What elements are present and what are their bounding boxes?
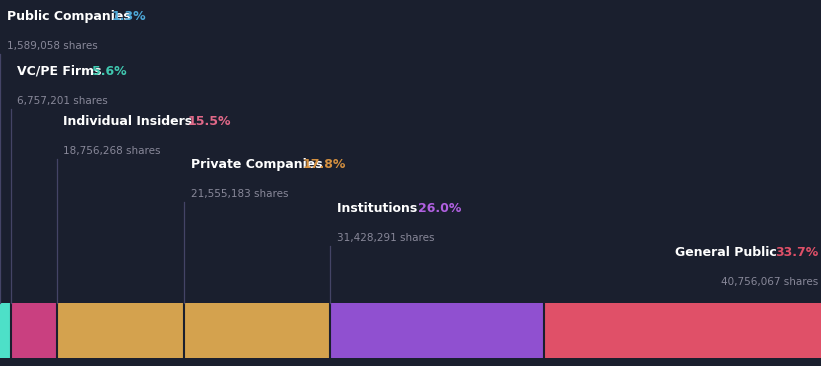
Bar	[544, 303, 821, 358]
Text: VC/PE Firms: VC/PE Firms	[17, 65, 106, 78]
Text: 1.3%: 1.3%	[112, 10, 147, 23]
Text: 6,757,201 shares: 6,757,201 shares	[17, 96, 108, 106]
Text: Private Companies: Private Companies	[190, 158, 327, 171]
Text: 5.6%: 5.6%	[92, 65, 126, 78]
Text: 15.5%: 15.5%	[187, 115, 231, 128]
Bar	[330, 303, 544, 358]
Text: Institutions: Institutions	[337, 202, 421, 215]
Text: Individual Insiders: Individual Insiders	[63, 115, 197, 128]
Bar	[184, 303, 330, 358]
Text: 18,756,268 shares: 18,756,268 shares	[63, 146, 161, 156]
Text: VC/PE Firms: VC/PE Firms	[17, 65, 106, 78]
Text: Public Companies: Public Companies	[7, 10, 135, 23]
Text: 31,428,291 shares: 31,428,291 shares	[337, 233, 434, 243]
Text: Individual Insiders: Individual Insiders	[63, 115, 197, 128]
Text: Public Companies: Public Companies	[7, 10, 135, 23]
Bar	[11, 303, 57, 358]
Text: Private Companies: Private Companies	[190, 158, 327, 171]
Text: 17.8%: 17.8%	[302, 158, 346, 171]
Text: Institutions: Institutions	[337, 202, 421, 215]
Bar	[0, 303, 11, 358]
Text: 1,589,058 shares: 1,589,058 shares	[7, 41, 98, 51]
Text: General Public: General Public	[675, 246, 782, 259]
Bar	[57, 303, 184, 358]
Text: 21,555,183 shares: 21,555,183 shares	[190, 189, 288, 199]
Text: 26.0%: 26.0%	[418, 202, 461, 215]
Text: 40,756,067 shares: 40,756,067 shares	[722, 277, 819, 287]
Text: 33.7%: 33.7%	[775, 246, 819, 259]
